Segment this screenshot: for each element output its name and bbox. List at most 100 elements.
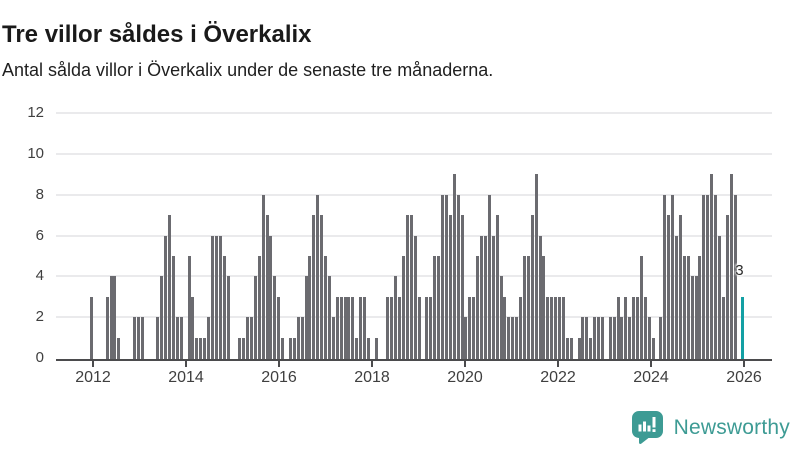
bar (195, 337, 199, 360)
bar (698, 255, 702, 360)
bar (187, 255, 191, 360)
bar (526, 255, 530, 360)
bar (429, 296, 433, 360)
bar (226, 276, 230, 360)
bar (132, 317, 136, 360)
x-axis-tick-label: 2016 (261, 369, 297, 386)
bar (628, 317, 632, 360)
bar (600, 317, 604, 360)
bar (105, 296, 109, 360)
bar (277, 296, 281, 360)
bar (678, 215, 682, 360)
chart-subtitle: Antal sålda villor i Överkalix under de … (2, 60, 494, 80)
bar (499, 276, 503, 360)
bar (359, 296, 363, 360)
bar (558, 296, 562, 360)
x-axis-tick (371, 360, 373, 367)
bar (448, 215, 452, 360)
bar (460, 215, 464, 360)
bar (288, 337, 292, 360)
bar (519, 296, 523, 360)
bar (647, 317, 651, 360)
bar (464, 317, 468, 360)
bar (444, 194, 448, 360)
bar (495, 215, 499, 360)
x-axis-tick-label: 2020 (447, 369, 483, 386)
bar-chart: 0 2 4 6 8 10 12 3 2012 2014 2016 2018 2020 2022 2024 20… (27, 104, 772, 386)
x-axis-tick (185, 360, 187, 367)
bar (175, 317, 179, 360)
bar (171, 255, 175, 360)
bar (390, 296, 394, 360)
bar (417, 296, 421, 360)
bar (538, 235, 542, 360)
bar (729, 174, 733, 360)
newsworthy-logo-icon (631, 411, 663, 444)
bar (363, 296, 367, 360)
bar (324, 255, 328, 360)
bar (639, 255, 643, 360)
x-axis-tick (278, 360, 280, 367)
bar (581, 317, 585, 360)
bar (721, 296, 725, 360)
bar (632, 296, 636, 360)
bar (312, 215, 316, 360)
y-axis-tick-label: 4 (35, 267, 44, 285)
x-axis-tick (650, 360, 652, 367)
gridline (56, 152, 772, 155)
bar (331, 317, 335, 360)
bar (265, 215, 269, 360)
x-axis-tick (743, 360, 745, 367)
bar (608, 317, 612, 360)
bar (405, 215, 409, 360)
bar (136, 317, 140, 360)
bar (425, 296, 429, 360)
bar (503, 296, 507, 360)
bar (210, 235, 214, 360)
bar (476, 255, 480, 360)
bar (199, 337, 203, 360)
y-axis-tick-label: 0 (35, 349, 44, 366)
bar (249, 317, 253, 360)
bar (472, 296, 476, 360)
bar (320, 215, 324, 360)
bar (456, 194, 460, 360)
bar (643, 296, 647, 360)
highlighted-bar (741, 296, 745, 360)
y-axis-tick-label: 12 (27, 104, 44, 121)
bar (374, 337, 378, 360)
bar (168, 215, 172, 360)
bar (207, 317, 211, 360)
last-value-label: 3 (735, 261, 744, 279)
bar (351, 296, 355, 360)
bar (714, 194, 718, 360)
bar (273, 276, 277, 360)
bar (238, 337, 242, 360)
bar (725, 215, 729, 360)
bar (491, 235, 495, 360)
chart-title: Tre villor såldes i Överkalix (2, 21, 312, 49)
bar (616, 296, 620, 360)
y-axis-tick-label: 10 (27, 144, 44, 162)
bar (597, 317, 601, 360)
bar (261, 194, 265, 360)
newsworthy-logo-text: Newsworthy (673, 415, 790, 439)
bar (140, 317, 144, 360)
bar (593, 317, 597, 360)
gridline (56, 193, 772, 196)
x-axis-tick-label: 2012 (75, 369, 111, 386)
bar (522, 255, 526, 360)
bar (253, 276, 257, 360)
x-axis-tick (557, 360, 559, 367)
bar (355, 337, 359, 360)
bar (565, 337, 569, 360)
bar (300, 317, 304, 360)
bar (398, 296, 402, 360)
bar (686, 255, 690, 360)
bar (577, 337, 581, 360)
bar (589, 337, 593, 360)
bar (624, 296, 628, 360)
x-axis-line (56, 358, 772, 361)
x-axis-tick-label: 2026 (726, 369, 762, 386)
bar (413, 235, 417, 360)
